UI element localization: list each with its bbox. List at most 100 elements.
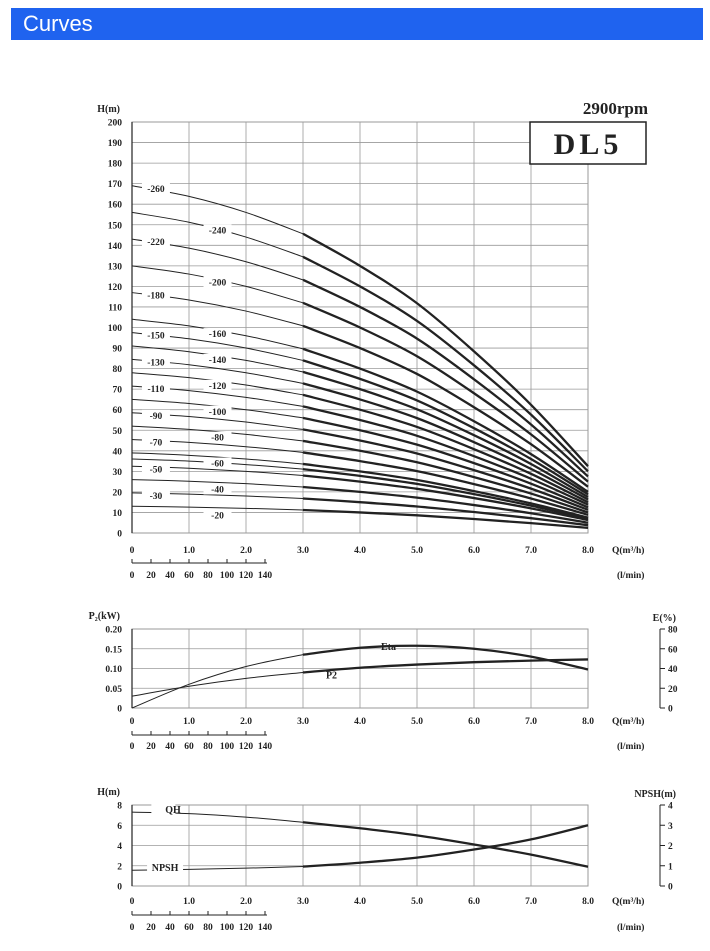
chart1-ytick-label: 40	[113, 447, 123, 457]
header-bar: Curves	[11, 8, 703, 40]
curve-label: -90	[150, 412, 163, 422]
chart2-lmin-tick-label: 100	[220, 742, 235, 752]
curve-80-curve	[302, 439, 589, 514]
curve-260-curve	[302, 232, 589, 467]
chart2-y-axis-label: P₂(kW)	[89, 611, 120, 622]
curve-label-bg	[141, 409, 170, 421]
chart3-lmin-tick-label: 0	[130, 923, 135, 933]
series-p2-curve-thin	[131, 671, 304, 697]
chart3-lmin-tick-label: 140	[258, 923, 273, 933]
curve-100-curve	[302, 416, 589, 509]
series-npsh-curve	[302, 824, 589, 868]
chart3-ytick-label: 0	[117, 883, 122, 893]
chart1-ytick-label: 150	[108, 221, 123, 231]
chart2-right-axis-label: E(%)	[653, 613, 676, 624]
chart2-xtick-label: 8.0	[582, 717, 594, 727]
curve-220-curve	[302, 278, 589, 478]
chart1-ytick-label: 160	[108, 201, 123, 211]
chart1-lmin-axis-label: (l/min)	[617, 570, 644, 581]
chart2-ytick-label: 0.20	[105, 626, 122, 636]
chart2-lmin-tick-label: 80	[203, 742, 213, 752]
curve-label-bg	[203, 431, 232, 443]
chart1-lmin-tick-label: 80	[203, 571, 213, 581]
chart3-ytick-label: 2	[117, 862, 122, 872]
chart2-xtick-label: 3.0	[297, 717, 309, 727]
chart3-right-tick-label: 3	[668, 822, 673, 832]
chart2-x-axis-label: Q(m³/h)	[612, 716, 644, 727]
chart1-lmin-tick-label: 120	[239, 571, 254, 581]
chart3-xtick-label: 6.0	[468, 897, 480, 907]
chart1-ytick-label: 60	[113, 406, 123, 416]
chart1-xtick-label: 1.0	[183, 546, 195, 556]
curve-label-bg	[141, 463, 170, 475]
chart2-ytick-label: 0.05	[105, 685, 122, 695]
curve-label: -240	[209, 227, 227, 237]
chart2-ytick-label: 0.15	[105, 645, 122, 655]
curve-50-curve	[302, 474, 589, 522]
curve-label-bg	[203, 379, 232, 391]
chart2-lmin-tick-label: 60	[184, 742, 194, 752]
curve-40-curve-thin	[131, 479, 304, 488]
curve-label: -120	[209, 382, 227, 392]
series-eta-curve	[302, 644, 589, 671]
chart1-ytick-label: 100	[108, 324, 123, 334]
chart3-xtick-label: 3.0	[297, 897, 309, 907]
chart2-right-tick-label: 20	[668, 685, 678, 695]
curve-label-bg	[141, 383, 170, 395]
series-label-npsh: NPSH	[152, 863, 179, 874]
chart2-xtick-label: 5.0	[411, 717, 423, 727]
chart1-ytick-label: 190	[108, 139, 123, 149]
chart2-xtick-label: 2.0	[240, 717, 252, 727]
curve-label-bg	[141, 329, 170, 341]
curve-label-bg	[203, 457, 232, 469]
curve-label: -40	[211, 485, 224, 495]
curve-label-bg	[141, 289, 170, 301]
chart1-xtick-label: 8.0	[582, 546, 594, 556]
chart1-xtick-label: 5.0	[411, 546, 423, 556]
chart3-xtick-label: 5.0	[411, 897, 423, 907]
curve-label: -220	[147, 238, 165, 248]
chart3-lmin-tick-label: 60	[184, 923, 194, 933]
chart2-xtick-label: 4.0	[354, 717, 366, 727]
chart1-lmin-tick-label: 100	[220, 571, 235, 581]
chart2-lmin-tick-label: 140	[258, 742, 273, 752]
curve-label-bg	[203, 328, 232, 340]
chart1-ytick-label: 0	[117, 530, 122, 540]
curve-label: -70	[150, 439, 163, 449]
curve-label: -200	[209, 278, 227, 288]
chart3-xtick-label: 7.0	[525, 897, 537, 907]
chart3-xtick-label: 4.0	[354, 897, 366, 907]
chart1-xtick-label: 7.0	[525, 546, 537, 556]
chart1-xtick-label: 2.0	[240, 546, 252, 556]
chart3-lmin-tick-label: 80	[203, 923, 213, 933]
chart1-xtick-label: 3.0	[297, 546, 309, 556]
chart2-xtick-label: 7.0	[525, 717, 537, 727]
chart1-ytick-label: 170	[108, 180, 123, 190]
chart2-xtick-label: 1.0	[183, 717, 195, 727]
chart1-ytick-label: 180	[108, 160, 123, 170]
chart1-y-axis-label: H(m)	[97, 104, 120, 115]
chart2-right-tick-label: 40	[668, 665, 678, 675]
chart1-ytick-label: 120	[108, 283, 123, 293]
chart-title-box	[529, 121, 647, 165]
chart2-xtick-label: 0	[130, 717, 135, 727]
chart1-lmin-tick-label: 20	[146, 571, 156, 581]
chart1-ytick-label: 50	[113, 427, 123, 437]
chart3-xtick-label: 2.0	[240, 897, 252, 907]
curve-label: -140	[209, 356, 227, 366]
curve-120-curve	[302, 393, 589, 504]
chart2-right-tick-label: 80	[668, 626, 678, 636]
curve-60-curve-thin	[131, 452, 304, 465]
curve-label: -130	[147, 358, 165, 368]
curve-label: -110	[147, 385, 164, 395]
chart3-right-tick-label: 4	[668, 802, 673, 812]
series-p2-curve	[302, 658, 589, 674]
chart1-lmin-tick-label: 40	[165, 571, 175, 581]
chart2-ytick-label: 0	[117, 705, 122, 715]
chart1-xtick-label: 6.0	[468, 546, 480, 556]
chart1-ytick-label: 200	[108, 119, 123, 129]
curve-label-bg	[141, 490, 170, 502]
curve-label: -20	[211, 511, 224, 521]
series-label-qh: QH	[165, 805, 181, 816]
